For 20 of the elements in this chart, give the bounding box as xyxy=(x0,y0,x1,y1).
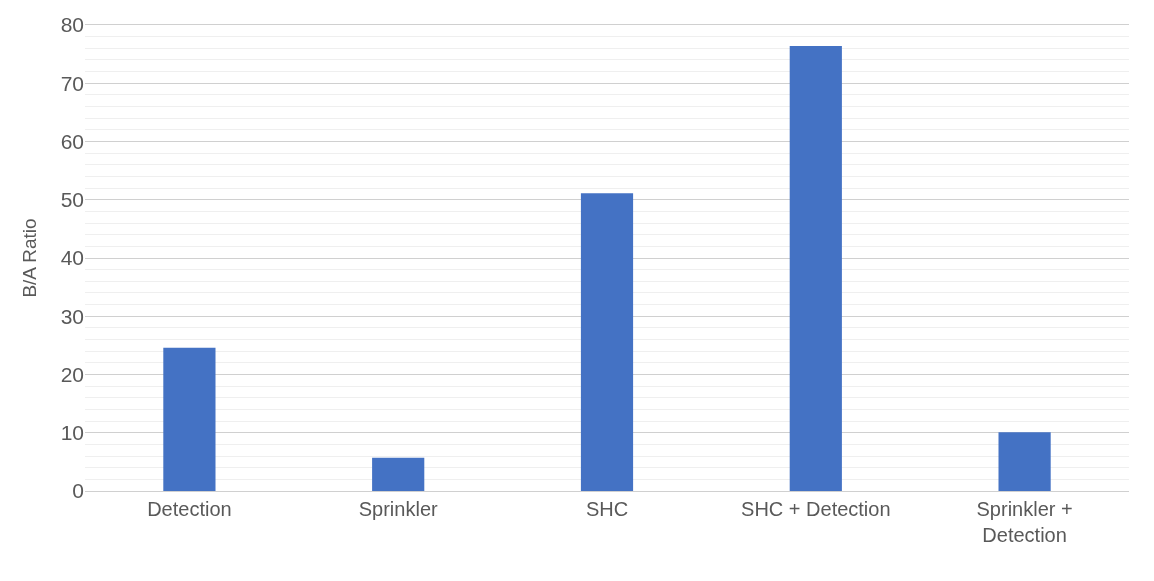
x-tick-label: SHC + Detection xyxy=(741,498,891,521)
x-tick-label: Sprinkler xyxy=(358,498,438,521)
y-tick-label: 40 xyxy=(60,246,84,270)
y-tick-label: 0 xyxy=(72,479,84,503)
y-tick-label: 80 xyxy=(60,13,84,37)
bar xyxy=(998,432,1051,491)
y-tick-label: 50 xyxy=(60,188,84,212)
y-tick-label: 70 xyxy=(60,71,84,95)
y-tick-label: 10 xyxy=(60,421,84,445)
x-tick-label: Sprinkler + Detection xyxy=(976,498,1073,547)
bar xyxy=(789,45,842,491)
y-tick-label: 20 xyxy=(60,362,84,386)
bar xyxy=(372,457,425,491)
bar xyxy=(580,193,634,491)
bar xyxy=(163,347,216,491)
y-tick-label: 30 xyxy=(60,304,84,328)
y-axis-title: B/A Ratio xyxy=(19,218,41,298)
y-tick-label: 60 xyxy=(60,129,84,153)
x-tick-label: SHC xyxy=(585,498,629,521)
x-tick-label: Detection xyxy=(147,498,232,521)
